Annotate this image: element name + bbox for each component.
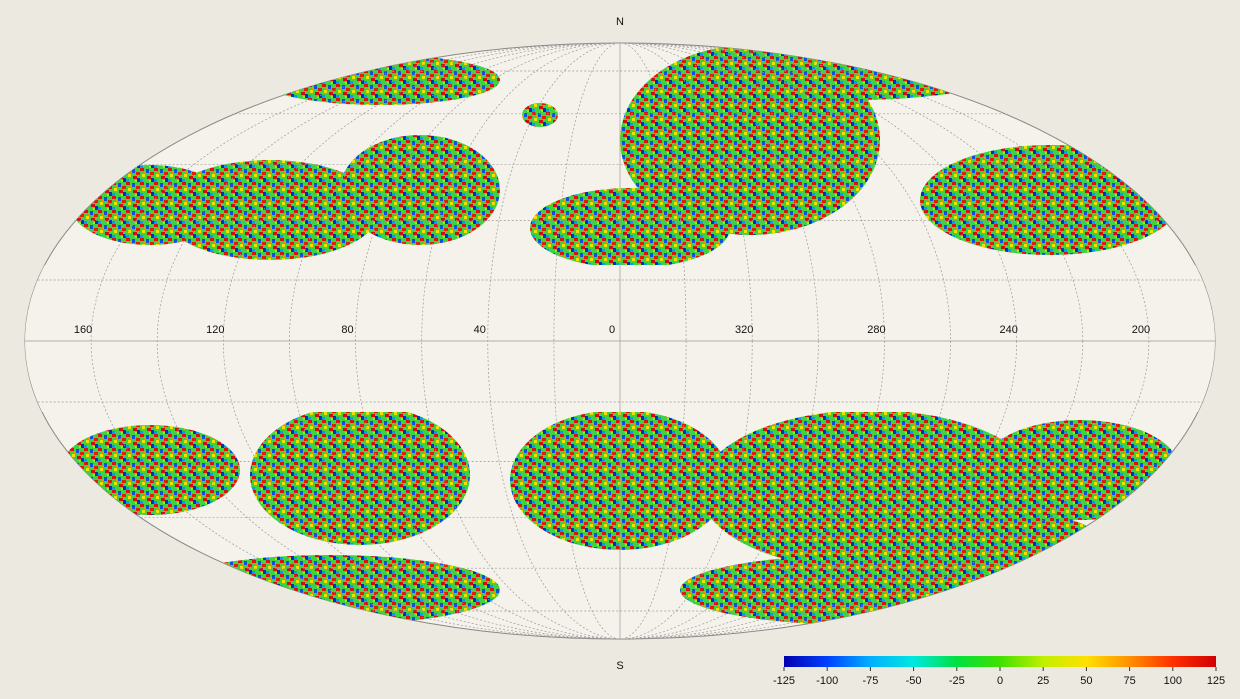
- longitude-label: 240: [999, 324, 1017, 336]
- colorbar-tick-label: -75: [862, 675, 878, 687]
- colorbar-tick-label: 25: [1037, 675, 1049, 687]
- colorbar-tick-label: 125: [1207, 675, 1225, 687]
- longitude-label: 0: [609, 324, 615, 336]
- longitude-label: 160: [74, 324, 92, 336]
- colorbar-tick-label: -100: [816, 675, 838, 687]
- colorbar-tick-label: -25: [949, 675, 965, 687]
- longitude-label: 40: [474, 324, 486, 336]
- graticule: [25, 43, 1215, 639]
- longitude-label: 200: [1132, 324, 1150, 336]
- longitude-label: 320: [735, 324, 753, 336]
- colorbar-tick-label: -125: [773, 675, 795, 687]
- south-label: S: [616, 660, 623, 672]
- longitude-label: 120: [206, 324, 224, 336]
- north-label: N: [616, 16, 624, 28]
- colorbar: [784, 656, 1216, 667]
- longitude-label: 280: [867, 324, 885, 336]
- colorbar-tick-label: 100: [1164, 675, 1182, 687]
- colorbar-tick-label: 50: [1080, 675, 1092, 687]
- colorbar-tick-label: 75: [1123, 675, 1135, 687]
- longitude-label: 80: [341, 324, 353, 336]
- colorbar-tick-label: 0: [997, 675, 1003, 687]
- colorbar-tick-label: -50: [906, 675, 922, 687]
